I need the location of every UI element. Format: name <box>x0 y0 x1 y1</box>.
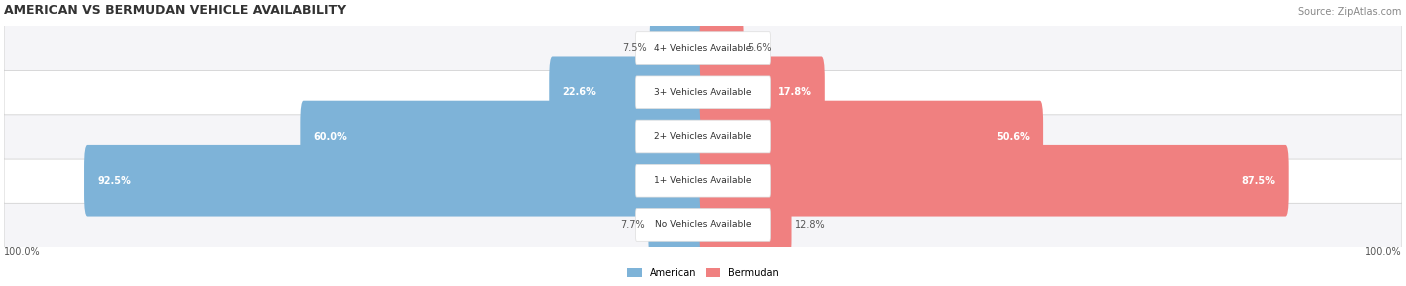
FancyBboxPatch shape <box>84 145 706 217</box>
FancyBboxPatch shape <box>700 101 1043 172</box>
FancyBboxPatch shape <box>4 25 1402 71</box>
Text: 60.0%: 60.0% <box>314 132 347 142</box>
FancyBboxPatch shape <box>301 101 706 172</box>
Text: No Vehicles Available: No Vehicles Available <box>655 221 751 229</box>
Text: 100.0%: 100.0% <box>4 247 41 257</box>
Text: 4+ Vehicles Available: 4+ Vehicles Available <box>654 43 752 53</box>
Text: 12.8%: 12.8% <box>794 220 825 230</box>
FancyBboxPatch shape <box>636 32 770 64</box>
FancyBboxPatch shape <box>4 70 1402 115</box>
Text: 3+ Vehicles Available: 3+ Vehicles Available <box>654 88 752 97</box>
FancyBboxPatch shape <box>700 12 744 84</box>
FancyBboxPatch shape <box>636 208 770 241</box>
Text: 5.6%: 5.6% <box>747 43 772 53</box>
Text: 100.0%: 100.0% <box>1365 247 1402 257</box>
Text: 22.6%: 22.6% <box>562 87 596 97</box>
FancyBboxPatch shape <box>4 114 1402 159</box>
Text: Source: ZipAtlas.com: Source: ZipAtlas.com <box>1299 7 1402 17</box>
FancyBboxPatch shape <box>700 189 792 261</box>
Text: 17.8%: 17.8% <box>778 87 811 97</box>
FancyBboxPatch shape <box>650 12 706 84</box>
Text: 50.6%: 50.6% <box>995 132 1029 142</box>
Text: AMERICAN VS BERMUDAN VEHICLE AVAILABILITY: AMERICAN VS BERMUDAN VEHICLE AVAILABILIT… <box>4 4 346 17</box>
FancyBboxPatch shape <box>636 120 770 153</box>
Legend: American, Bermudan: American, Bermudan <box>623 264 783 282</box>
FancyBboxPatch shape <box>4 158 1402 203</box>
FancyBboxPatch shape <box>700 145 1289 217</box>
FancyBboxPatch shape <box>636 76 770 109</box>
Text: 7.5%: 7.5% <box>621 43 647 53</box>
FancyBboxPatch shape <box>648 189 706 261</box>
Text: 87.5%: 87.5% <box>1241 176 1275 186</box>
FancyBboxPatch shape <box>550 56 706 128</box>
FancyBboxPatch shape <box>636 164 770 197</box>
FancyBboxPatch shape <box>4 202 1402 247</box>
Text: 7.7%: 7.7% <box>620 220 645 230</box>
Text: 92.5%: 92.5% <box>97 176 131 186</box>
FancyBboxPatch shape <box>700 56 825 128</box>
Text: 2+ Vehicles Available: 2+ Vehicles Available <box>654 132 752 141</box>
Text: 1+ Vehicles Available: 1+ Vehicles Available <box>654 176 752 185</box>
